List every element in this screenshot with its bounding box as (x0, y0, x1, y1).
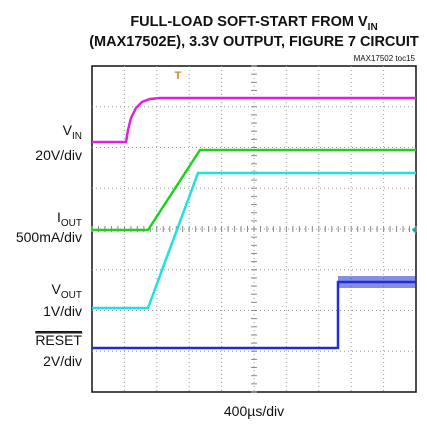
reset-noise (338, 276, 416, 288)
channel-name: VIN (63, 122, 82, 142)
channel-name-text: RESET (35, 332, 82, 348)
channel-subscript: IN (72, 131, 82, 142)
channel-scale: 2V/div (43, 353, 82, 369)
channel-scale: 20V/div (35, 147, 82, 163)
channel-name-text: V (63, 122, 73, 138)
channel-name-text: V (52, 281, 62, 297)
channel-name: VOUT (52, 281, 82, 301)
iout-trace (92, 148, 416, 232)
vin-trace (92, 96, 416, 144)
title-subscript: IN (368, 22, 378, 33)
channel-subscript: OUT (61, 218, 82, 229)
channel-name: IOUT (57, 209, 82, 229)
x-scale: 400µs/div (224, 403, 284, 419)
trigger-marker: T (175, 70, 182, 82)
channel-name: RESET (35, 332, 82, 348)
channel-subscript: OUT (61, 290, 82, 301)
channel-scale: 1V/div (43, 303, 82, 319)
title-line-1: FULL-LOAD SOFT-START FROM VIN (130, 14, 377, 33)
vout-trace (92, 171, 416, 310)
channel-scale: 500mA/div (16, 229, 82, 245)
channel-labels: VIN20V/divIOUT500mA/divVOUT1V/divRESET2V… (16, 122, 83, 369)
figure-id: MAX17502 toc15 (354, 54, 416, 63)
title-text: FULL-LOAD SOFT-START FROM V (130, 14, 368, 30)
channel-name-text: I (57, 209, 61, 225)
title-line-2: (MAX17502E), 3.3V OUTPUT, FIGURE 7 CIRCU… (89, 34, 419, 50)
trigger-level-marker (412, 226, 416, 234)
